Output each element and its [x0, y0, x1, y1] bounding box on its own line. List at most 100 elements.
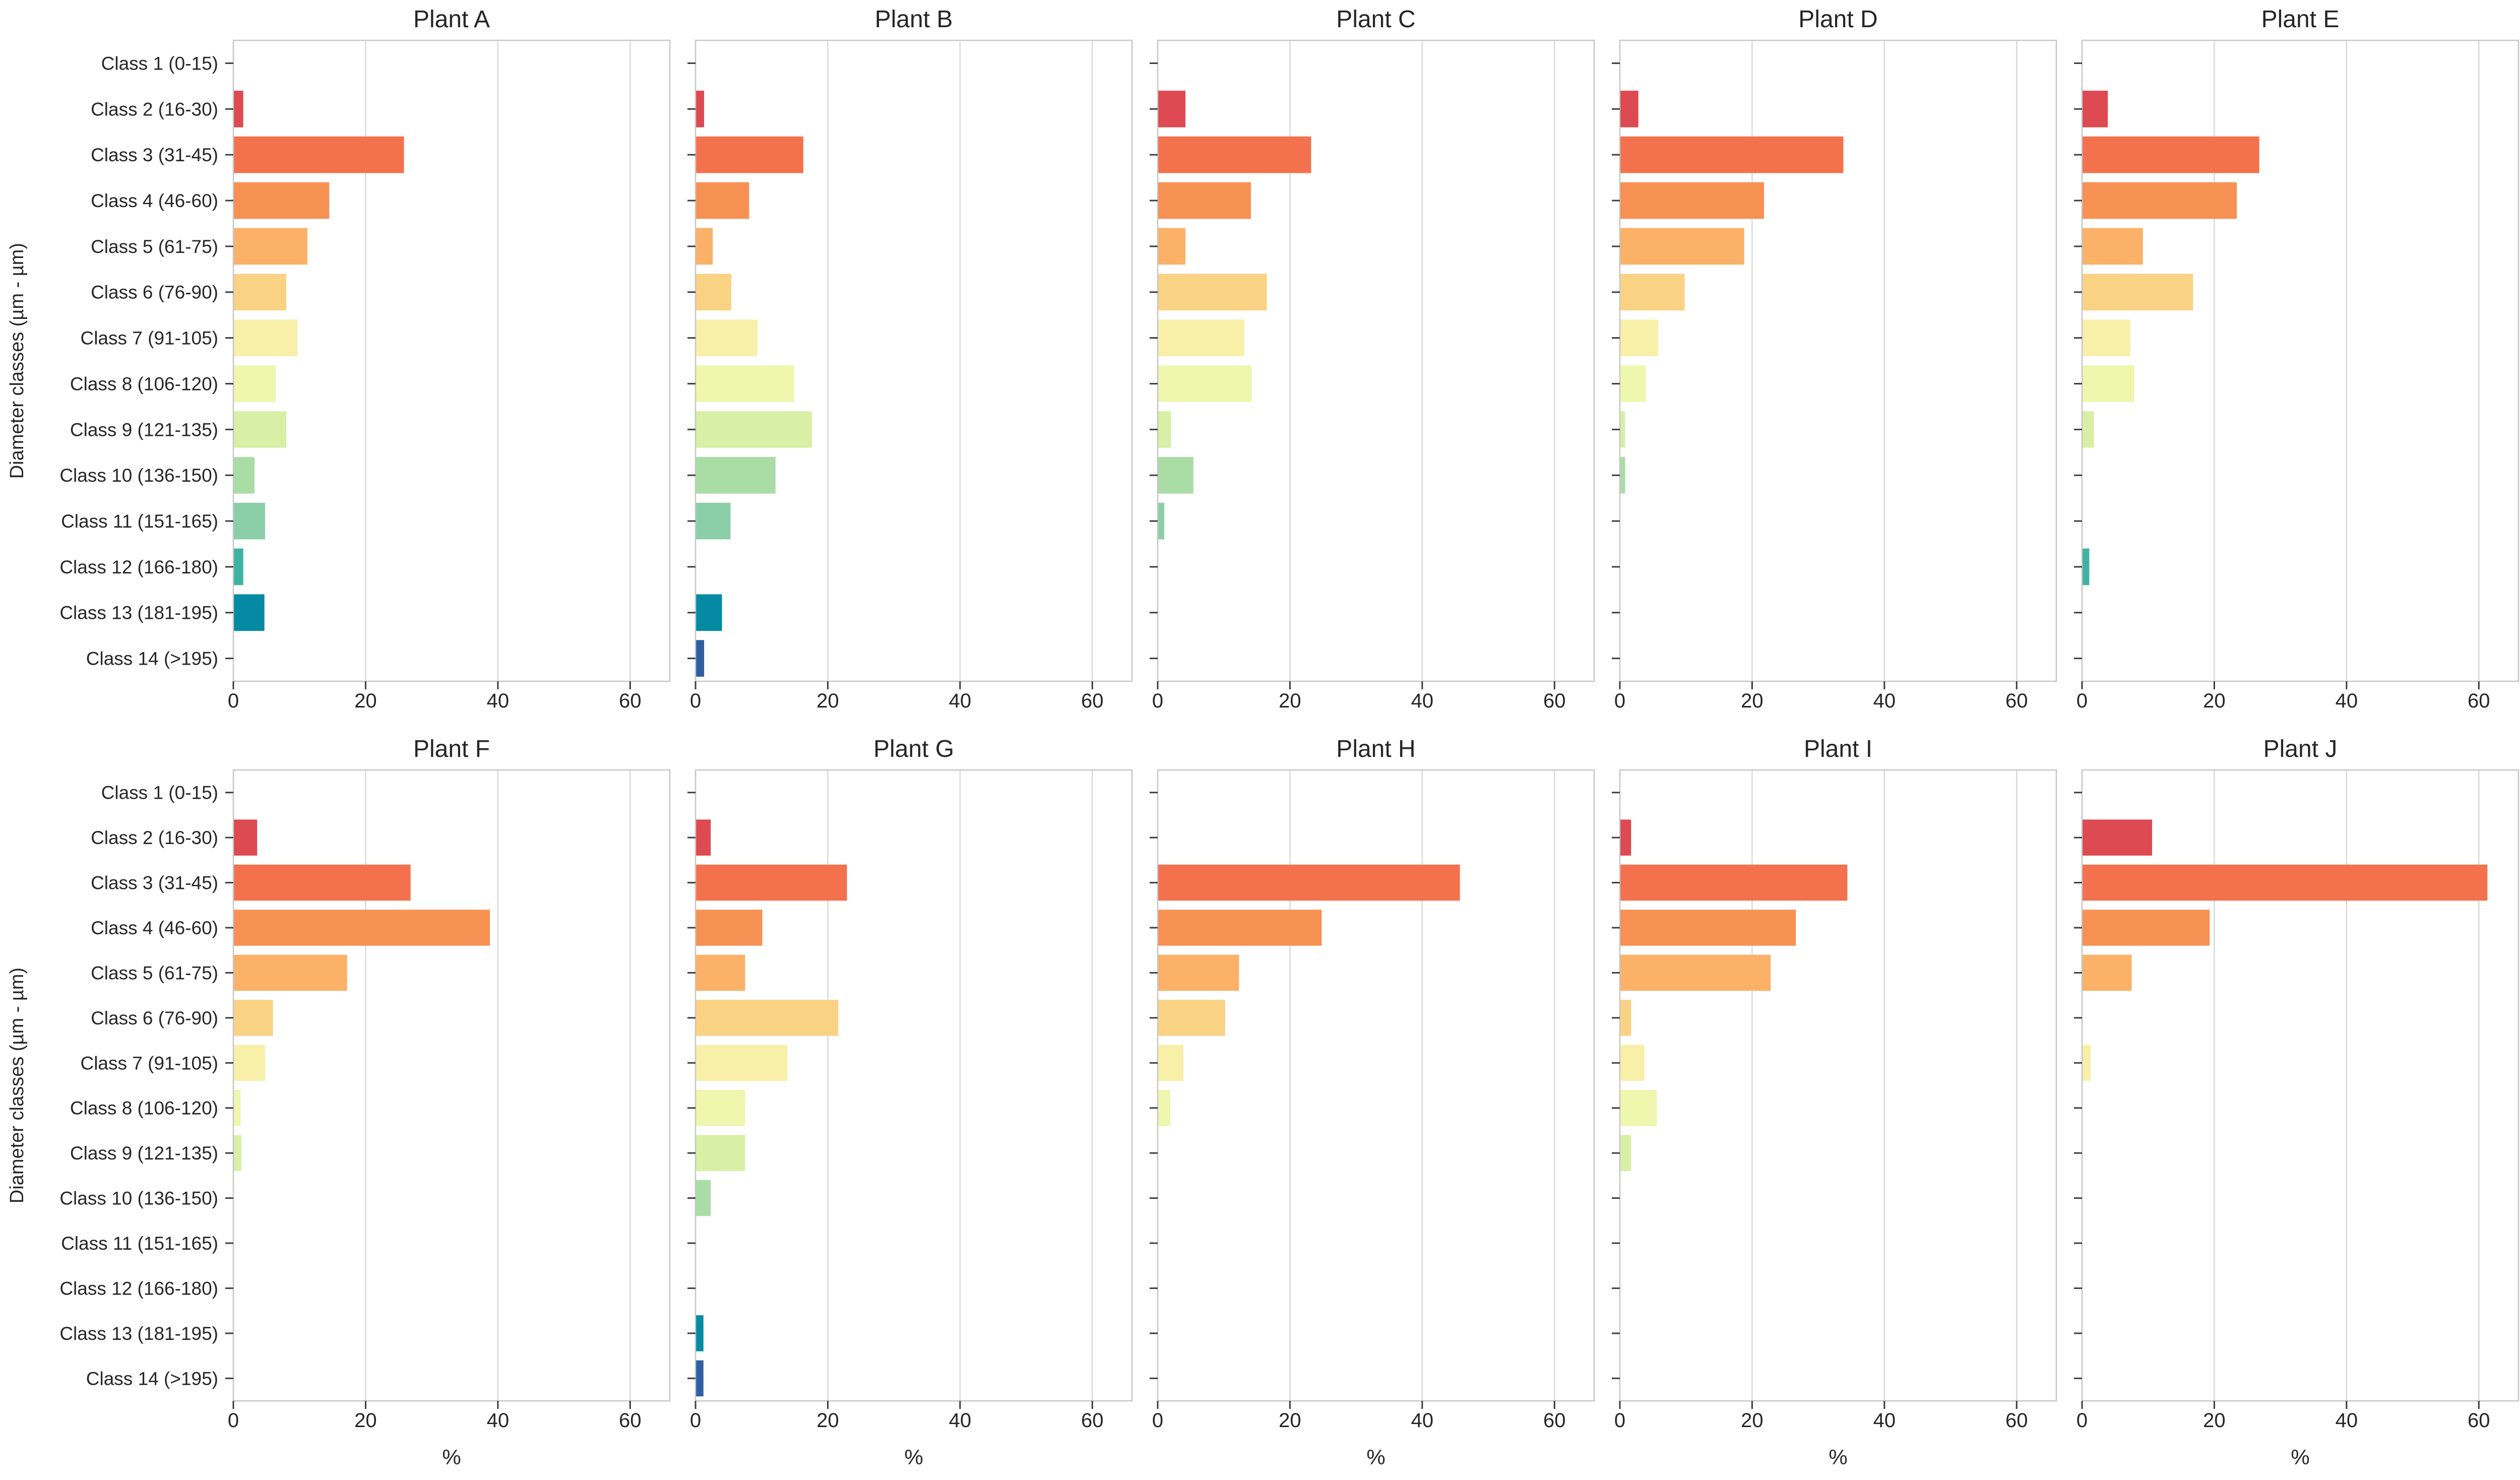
x-tick-label: 60: [619, 690, 642, 712]
y-tick-label: Class 6 (76-90): [91, 282, 218, 303]
x-tick-label: 40: [1411, 690, 1434, 712]
y-tick-label: Class 3 (31-45): [91, 145, 218, 165]
y-tick-label: Class 14 (>195): [86, 649, 218, 669]
bar-class-11: [1158, 502, 1165, 540]
bar-class-14: [696, 640, 705, 677]
bar-class-9: [1620, 411, 1625, 448]
y-tick-label: Class 12 (166-180): [59, 1278, 218, 1299]
bar-class-12: [233, 548, 243, 586]
x-tick-label: 40: [1873, 690, 1896, 712]
y-tick-label: Class 9 (121-135): [70, 1143, 218, 1164]
bar-class-9: [233, 1135, 241, 1171]
bar-class-4: [233, 910, 490, 946]
bar-class-11: [696, 502, 731, 540]
bar-class-7: [1158, 1045, 1184, 1081]
y-tick-label: Class 8 (106-120): [70, 373, 218, 394]
bar-class-2: [1620, 90, 1639, 127]
y-tick-label: Class 5 (61-75): [91, 236, 218, 257]
bar-class-6: [1620, 1000, 1631, 1036]
bar-class-14: [696, 1360, 704, 1397]
x-tick-label: 20: [816, 690, 839, 712]
panel-title: Plant F: [413, 736, 490, 762]
x-tick-label: 20: [354, 1409, 377, 1432]
panel-title: Plant I: [1804, 736, 1872, 762]
bar-class-4: [1620, 182, 1765, 219]
y-tick-label: Class 7 (91-105): [80, 328, 218, 349]
bar-class-6: [1620, 274, 1685, 311]
x-tick-label: 20: [1279, 1409, 1301, 1432]
x-tick-label: 0: [1152, 690, 1163, 712]
plot-border: [695, 39, 1133, 682]
panel-title: Plant A: [413, 6, 490, 33]
bar-class-5: [233, 228, 307, 265]
bar-class-5: [1158, 954, 1239, 991]
panel-title: Plant D: [1798, 6, 1877, 33]
bar-class-9: [1620, 1135, 1631, 1171]
bar-class-5: [1158, 228, 1186, 265]
bar-class-2: [233, 819, 258, 856]
panel-plant-i: 0 20 40 60 Plant I%: [1612, 736, 2057, 1469]
y-tick-label: Class 1 (0-15): [101, 783, 218, 803]
y-tick-label: Class 1 (0-15): [101, 53, 218, 74]
bar-class-7: [696, 1045, 788, 1081]
bar-class-10: [1620, 457, 1625, 494]
bar-class-6: [2082, 274, 2193, 311]
plot-border: [1619, 769, 2057, 1402]
y-tick-label: Class 6 (76-90): [91, 1008, 218, 1028]
x-tick-label: 20: [2203, 1409, 2226, 1432]
plot-border: [2081, 769, 2519, 1402]
bar-class-3: [233, 864, 411, 901]
panel-title: Plant B: [875, 6, 953, 33]
y-tick-label: Class 5 (61-75): [91, 962, 218, 983]
bar-class-10: [233, 457, 255, 494]
y-tick-label: Class 13 (181-195): [59, 1323, 218, 1344]
panel-plant-c: 0 20 40 60 Plant C: [1150, 6, 1595, 712]
bar-class-9: [1158, 411, 1171, 448]
bar-class-5: [233, 954, 347, 991]
panel-plant-d: 0 20 40 60 Plant D: [1612, 6, 2057, 712]
panel-plant-a: 0 20 40 60 Plant A Class 1 (0-15) Class 2 (16-…: [7, 6, 671, 712]
bar-class-9: [696, 1135, 745, 1171]
y-tick-label: Class 4 (46-60): [91, 918, 218, 938]
bar-class-6: [233, 274, 286, 311]
y-tick-label: Class 14 (>195): [86, 1368, 218, 1389]
plot-border: [1157, 769, 1595, 1402]
bar-class-3: [696, 136, 803, 173]
y-tick-label: Class 7 (91-105): [80, 1053, 218, 1073]
panel-plant-h: 0 20 40 60 Plant H%: [1150, 736, 1595, 1469]
plot-border: [1157, 39, 1595, 682]
bar-class-7: [2082, 1045, 2091, 1081]
bar-class-4: [2082, 910, 2210, 946]
bar-class-7: [2082, 319, 2130, 356]
bar-class-10: [1158, 457, 1193, 494]
x-tick-label: 40: [949, 1409, 972, 1432]
bar-class-6: [233, 1000, 273, 1036]
plot-border: [695, 769, 1133, 1402]
bar-class-5: [696, 228, 713, 265]
plot-border: [232, 769, 671, 1402]
bar-class-2: [696, 819, 711, 856]
x-tick-label: 20: [1741, 690, 1763, 712]
y-tick-label: Class 8 (106-120): [70, 1098, 218, 1119]
x-tick-label: 0: [228, 1409, 239, 1432]
x-tick-label: 0: [1614, 1409, 1625, 1432]
bar-class-4: [1158, 182, 1251, 219]
bar-class-5: [2082, 228, 2143, 265]
bar-class-6: [696, 1000, 839, 1036]
bar-class-8: [1620, 1089, 1657, 1126]
bar-class-6: [696, 274, 731, 311]
bar-class-10: [696, 457, 776, 494]
bar-class-8: [1620, 365, 1646, 402]
x-tick-label: 60: [619, 1409, 642, 1432]
bar-class-2: [1620, 819, 1631, 856]
panel-title: Plant E: [2261, 6, 2340, 33]
bar-class-3: [2082, 864, 2488, 901]
bar-class-3: [2082, 136, 2259, 173]
x-tick-label: 0: [690, 1409, 701, 1432]
bar-class-8: [233, 1089, 241, 1126]
bar-class-5: [1620, 228, 1744, 265]
bar-class-8: [696, 1089, 745, 1126]
x-tick-label: 60: [1543, 690, 1566, 712]
